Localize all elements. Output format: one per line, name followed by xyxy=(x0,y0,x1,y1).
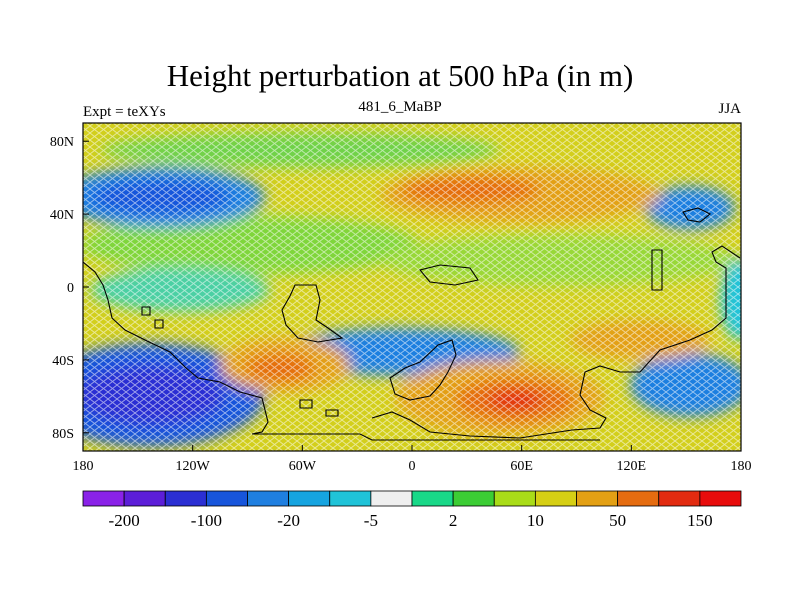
continent-outline xyxy=(281,284,344,343)
colorbar-label: -200 xyxy=(109,511,140,530)
colorbar-swatch xyxy=(329,490,372,507)
colorbar-label: -5 xyxy=(364,511,378,530)
colorbar-swatch xyxy=(534,490,577,507)
colorbar-label: 10 xyxy=(527,511,544,530)
crosshatch-texture xyxy=(83,123,741,451)
colorbar-swatch xyxy=(288,490,331,507)
continent-outline xyxy=(325,409,339,417)
x-axis: 180 120W 60W 0 60E 120E 180 xyxy=(73,445,752,474)
y-tick-label: 40N xyxy=(50,208,74,223)
colorbar-swatch xyxy=(205,490,248,507)
x-tick-label: 0 xyxy=(409,459,416,474)
y-axis: 80N 40N 0 40S 80S xyxy=(50,135,89,442)
colorbar-swatch xyxy=(164,490,207,507)
run-id-label: 481_6_MaBP xyxy=(358,99,442,115)
colorbar-label: -20 xyxy=(277,511,300,530)
x-tick-label: 120E xyxy=(617,459,647,474)
continent-outline xyxy=(83,261,269,435)
colorbar-swatch xyxy=(123,490,166,507)
colorbar-swatch xyxy=(617,490,660,507)
continent-outline xyxy=(252,433,600,441)
y-tick-label: 80N xyxy=(50,135,74,150)
x-tick-label: 120W xyxy=(176,459,211,474)
x-tick-label: 60W xyxy=(289,459,317,474)
continent-outline xyxy=(419,264,479,286)
colorbar-label: -100 xyxy=(191,511,222,530)
colorbar-swatch xyxy=(82,490,125,507)
colorbar-label: 2 xyxy=(449,511,458,530)
x-tick-label: 180 xyxy=(73,459,94,474)
continent-outline xyxy=(389,339,457,401)
colorbar: -200 -100 -20 -5 2 10 50 150 xyxy=(82,490,742,530)
colorbar-swatch xyxy=(452,490,495,507)
colorbar-swatch xyxy=(576,490,619,507)
colorbar-label: 50 xyxy=(609,511,626,530)
colorbar-label: 150 xyxy=(687,511,713,530)
colorbar-swatch xyxy=(411,490,454,507)
y-tick-label: 0 xyxy=(67,281,74,296)
continent-outline xyxy=(299,399,313,409)
plot-title: Height perturbation at 500 hPa (in m) xyxy=(166,58,634,93)
continent-outline xyxy=(154,319,164,329)
colorbar-swatch xyxy=(658,490,701,507)
x-tick-label: 180 xyxy=(731,459,752,474)
y-tick-label: 80S xyxy=(52,427,74,442)
colorbar-swatch xyxy=(493,490,536,507)
x-tick-label: 60E xyxy=(510,459,533,474)
contour-field xyxy=(83,123,741,451)
continent-outline xyxy=(371,245,741,439)
continent-outline xyxy=(651,249,663,291)
colorbar-swatch xyxy=(370,490,413,507)
continent-outline xyxy=(141,306,151,316)
continent-outline xyxy=(682,207,712,223)
colorbar-swatch xyxy=(247,490,290,507)
colorbar-swatch xyxy=(699,490,742,507)
y-tick-label: 40S xyxy=(52,354,74,369)
season-label: JJA xyxy=(718,101,741,117)
experiment-label: Expt = teXYs xyxy=(83,104,166,120)
